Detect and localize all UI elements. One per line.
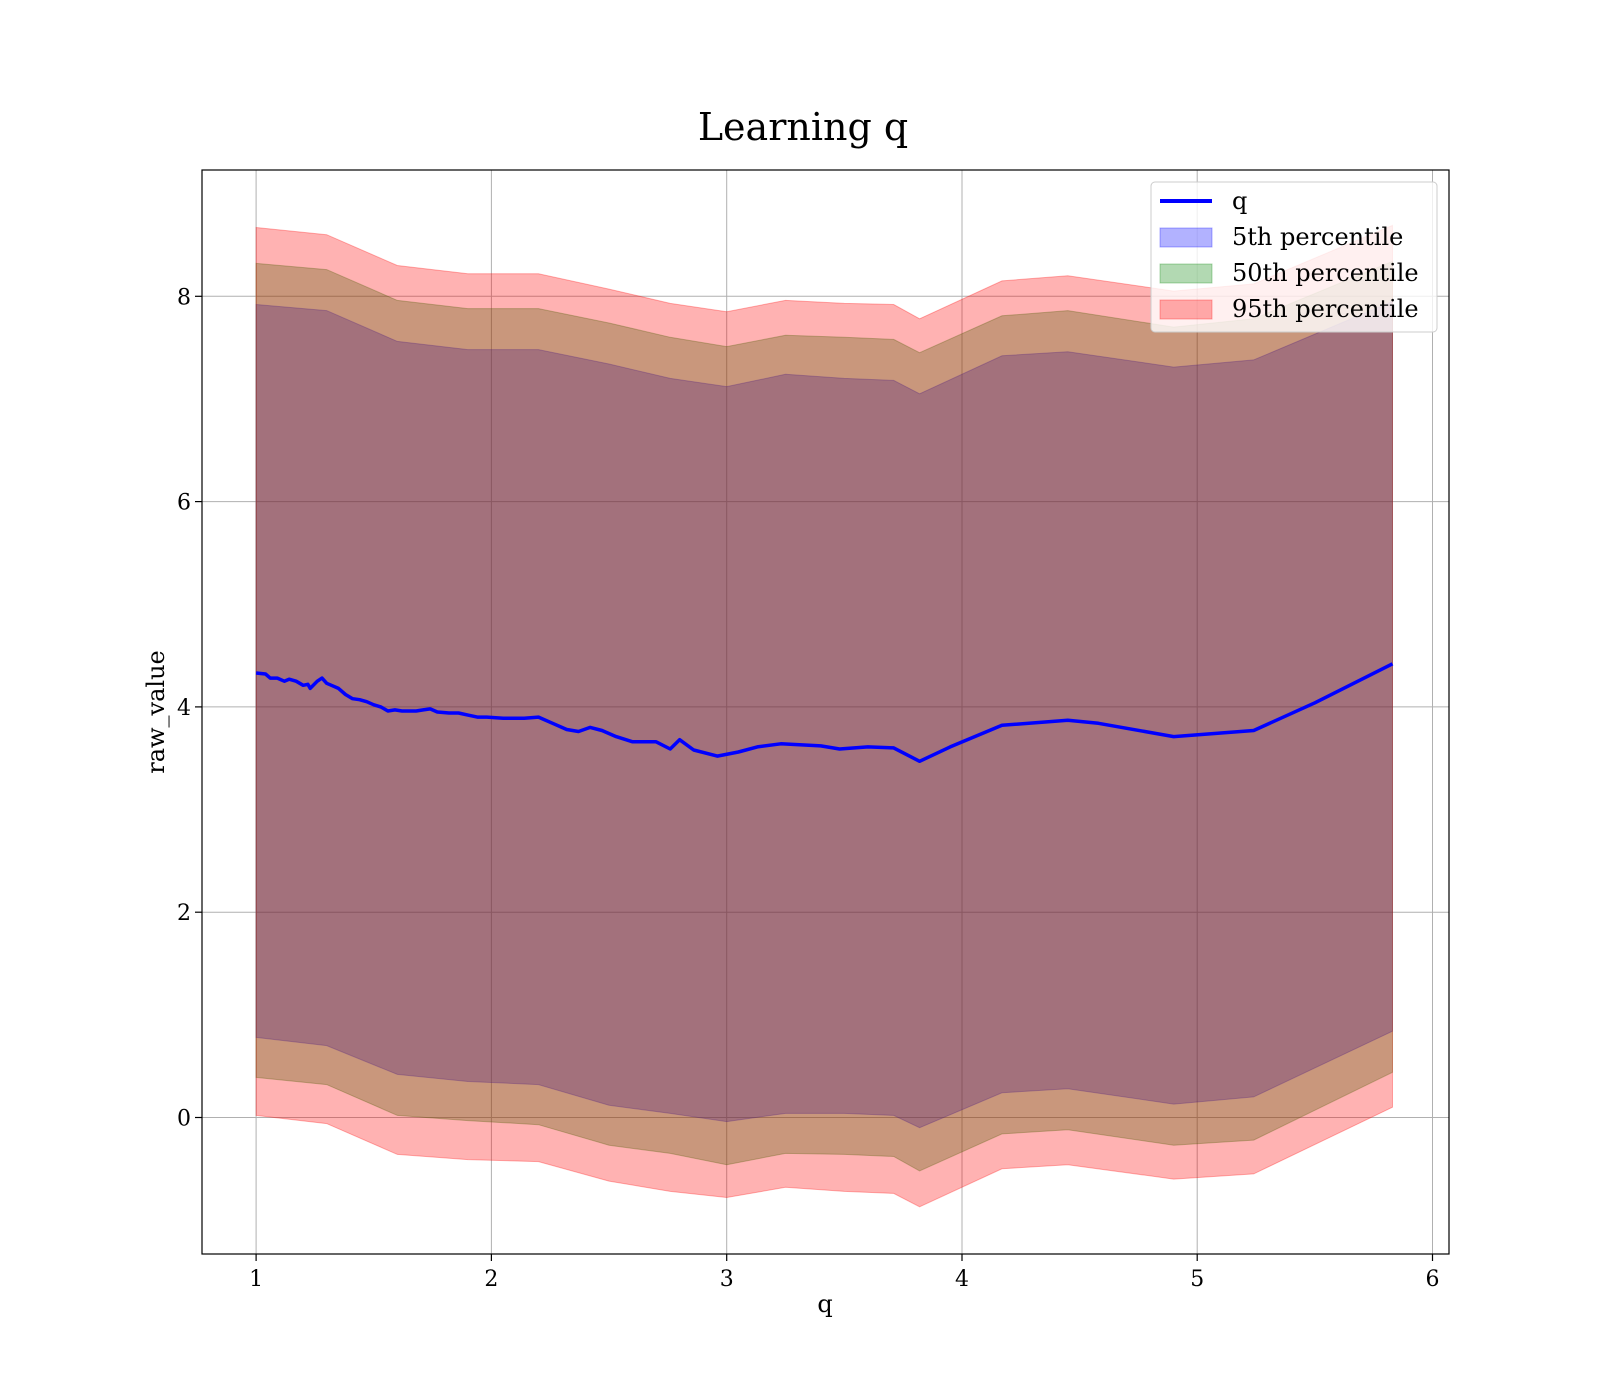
x-tick-label: 5 <box>1190 1267 1204 1292</box>
x-tick-label: 6 <box>1426 1267 1440 1292</box>
x-axis-ticks: 1 2 3 4 5 6 <box>249 1254 1440 1292</box>
x-tick-label: 3 <box>720 1267 734 1292</box>
legend-frame <box>1150 181 1438 333</box>
legend: q 5th percentile 50th percentile 95th pe… <box>1150 181 1438 333</box>
legend-label-95th: 95th percentile <box>1232 295 1419 323</box>
grid-lines <box>202 170 1449 1254</box>
band-5th-percentile <box>255 300 1393 1129</box>
band-50th-percentile <box>255 260 1393 1172</box>
y-tick-label: 8 <box>177 285 191 310</box>
plot-frame <box>201 169 1450 1255</box>
band-95th-percentile <box>255 224 1393 1208</box>
legend-swatch-95th <box>1159 299 1213 320</box>
y-tick-label: 4 <box>177 696 191 721</box>
series-q-line <box>255 662 1394 764</box>
y-tick-label: 2 <box>177 901 191 926</box>
legend-swatch-50th <box>1159 263 1213 284</box>
y-tick-label: 6 <box>177 491 191 516</box>
y-axis-ticks: 0 2 4 6 8 <box>177 285 202 1132</box>
x-axis-label: q <box>817 1290 832 1318</box>
series-q-line-group <box>255 662 1394 764</box>
x-tick-label: 4 <box>955 1267 969 1292</box>
legend-label-q: q <box>1232 187 1247 215</box>
legend-label-50th: 50th percentile <box>1232 259 1419 287</box>
legend-label-5th: 5th percentile <box>1232 223 1403 251</box>
chart-title: Learning q <box>698 105 908 149</box>
legend-swatch-5th <box>1159 227 1213 248</box>
y-tick-label: 0 <box>177 1107 191 1132</box>
percentile-bands <box>255 224 1393 1208</box>
x-tick-label: 1 <box>249 1267 263 1292</box>
y-axis-label: raw_value <box>142 650 170 774</box>
x-tick-label: 2 <box>484 1267 498 1292</box>
